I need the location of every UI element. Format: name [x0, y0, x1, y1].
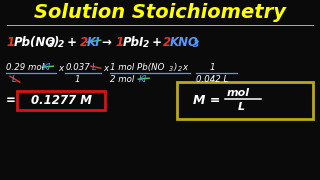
FancyBboxPatch shape — [177, 82, 313, 119]
Text: KNO: KNO — [170, 36, 199, 49]
Text: mol: mol — [227, 88, 250, 98]
Text: +: + — [63, 36, 81, 49]
Text: L: L — [238, 102, 245, 112]
Text: KI: KI — [87, 36, 100, 49]
Text: PbI: PbI — [123, 36, 144, 49]
Text: 1: 1 — [209, 63, 215, 72]
Text: 2 mol: 2 mol — [110, 75, 137, 84]
Text: 2: 2 — [143, 40, 149, 49]
Text: ): ) — [53, 36, 59, 49]
Text: 3: 3 — [169, 66, 173, 72]
Text: →: → — [102, 36, 112, 49]
Text: 2: 2 — [80, 36, 88, 49]
Text: L: L — [92, 63, 97, 72]
Text: 1 mol Pb(NO: 1 mol Pb(NO — [110, 63, 164, 72]
Text: x: x — [58, 64, 63, 73]
Text: +: + — [148, 36, 166, 49]
Text: =: = — [6, 94, 16, 107]
Text: 1: 1 — [7, 36, 15, 49]
Text: 0.29 mol: 0.29 mol — [6, 63, 47, 72]
Text: KI: KI — [43, 63, 51, 72]
Text: Pb(NO: Pb(NO — [14, 36, 56, 49]
Text: L: L — [12, 75, 17, 84]
Text: x: x — [183, 63, 188, 72]
Text: M =: M = — [193, 94, 220, 107]
Text: 2: 2 — [163, 36, 171, 49]
Text: ): ) — [174, 63, 177, 72]
Text: 2: 2 — [178, 66, 182, 72]
Text: 2: 2 — [58, 40, 65, 49]
FancyBboxPatch shape — [17, 91, 105, 110]
Text: 0.042 L: 0.042 L — [196, 75, 228, 84]
Text: 1: 1 — [75, 75, 81, 84]
Text: 3: 3 — [193, 40, 199, 49]
Text: Solution Stoichiometry: Solution Stoichiometry — [34, 3, 286, 22]
Text: KI: KI — [138, 75, 147, 84]
Text: 0.1277 M: 0.1277 M — [31, 94, 92, 107]
Text: 0.037: 0.037 — [65, 63, 90, 72]
Text: x: x — [103, 64, 108, 73]
Text: 1: 1 — [116, 36, 124, 49]
Text: 3: 3 — [48, 40, 55, 49]
